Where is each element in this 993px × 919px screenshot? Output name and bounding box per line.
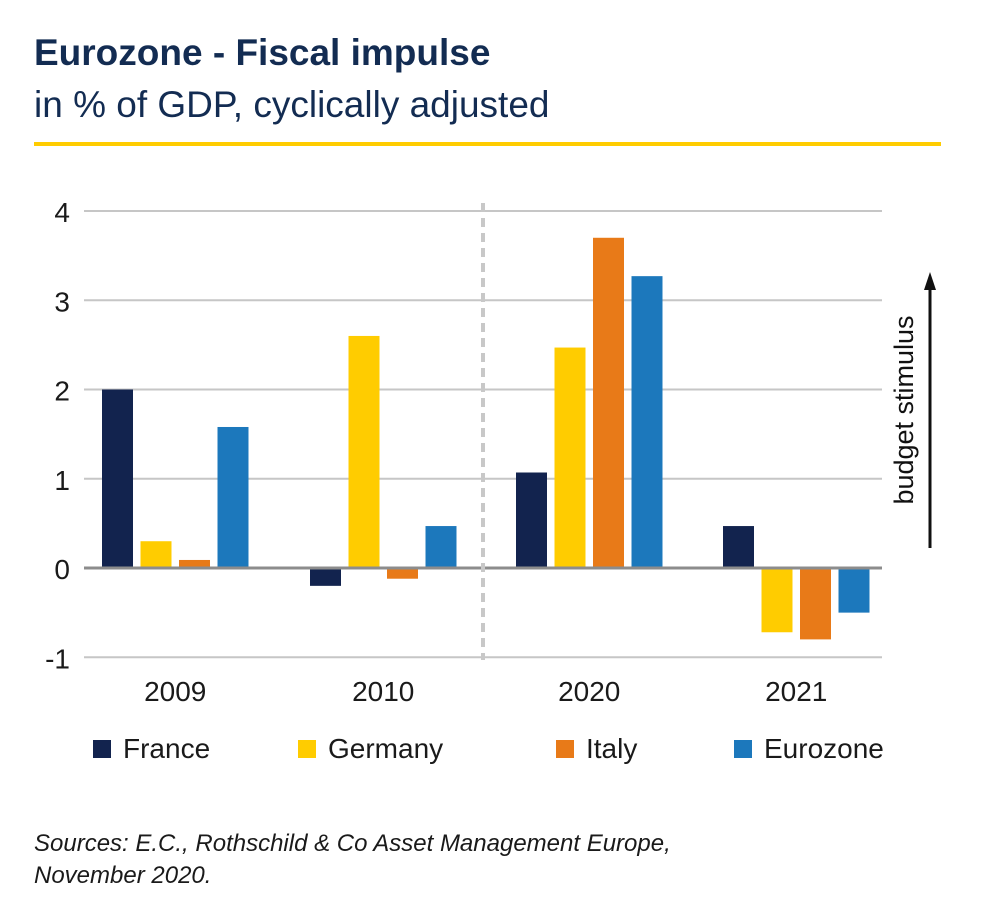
y-axis-ticks: 4 3 2 1 0 -1 [45, 197, 70, 674]
x-tick-label-2021: 2021 [765, 676, 827, 707]
bar-eurozone-2009 [217, 426, 249, 568]
legend-item-france: France [93, 733, 210, 765]
bar-eurozone-2021 [838, 568, 870, 613]
bar-eurozone-2010 [425, 526, 457, 568]
legend-item-eurozone: Eurozone [734, 733, 884, 765]
y-tick-label: 3 [54, 286, 70, 317]
legend-label-eurozone: Eurozone [764, 733, 884, 764]
bar-france-2021 [723, 526, 754, 568]
legend-item-italy: Italy [556, 733, 637, 765]
x-tick-label-2010: 2010 [352, 676, 414, 707]
x-tick-label-2020: 2020 [558, 676, 620, 707]
budget-stimulus-annotation: budget stimulus [889, 272, 936, 548]
legend: France Germany Italy Eurozone [0, 733, 993, 773]
bar-germany-2021 [761, 568, 793, 633]
bar-italy-2021 [800, 568, 831, 640]
legend-swatch-eurozone [734, 740, 752, 758]
legend-item-germany: Germany [298, 733, 443, 765]
chart-subtitle: in % of GDP, cyclically adjusted [34, 84, 550, 125]
bar-chart: 4 3 2 1 0 -1 2009 2010 2020 2021 budget stimulus [45, 197, 936, 707]
legend-swatch-italy [556, 740, 574, 758]
bar-italy-2010 [387, 568, 418, 579]
bar-france-2009 [102, 389, 133, 568]
annotation-label: budget stimulus [889, 315, 919, 504]
legend-label-germany: Germany [328, 733, 444, 764]
source-line-1: Sources: E.C., Rothschild & Co Asset Man… [34, 830, 671, 857]
legend-swatch-france [93, 740, 111, 758]
y-tick-label: 0 [54, 554, 70, 585]
chart-title: Eurozone - Fiscal impulse [34, 32, 491, 73]
y-tick-label: 2 [54, 376, 70, 407]
bar-eurozone-2020 [631, 276, 663, 568]
bar-italy-2020 [593, 237, 624, 568]
source-line-2: November 2020. [34, 862, 212, 889]
title-underline [34, 142, 941, 146]
y-tick-label: -1 [45, 643, 70, 674]
source-note: Sources: E.C., Rothschild & Co Asset Man… [34, 828, 671, 892]
arrow-up-icon [924, 272, 936, 290]
bar-germany-2009 [140, 541, 172, 568]
bar-germany-2010 [348, 335, 380, 568]
legend-label-france: France [123, 733, 211, 764]
x-axis-ticks: 2009 2010 2020 2021 [144, 676, 827, 707]
y-tick-label: 4 [54, 197, 70, 228]
legend-swatch-germany [298, 740, 316, 758]
bar-france-2010 [310, 568, 341, 586]
bar-italy-2009 [179, 559, 210, 568]
bar-germany-2020 [554, 347, 586, 568]
x-tick-label-2009: 2009 [144, 676, 206, 707]
bars [102, 237, 870, 640]
bar-france-2020 [516, 472, 547, 568]
y-tick-label: 1 [54, 465, 70, 496]
legend-label-italy: Italy [586, 733, 638, 764]
